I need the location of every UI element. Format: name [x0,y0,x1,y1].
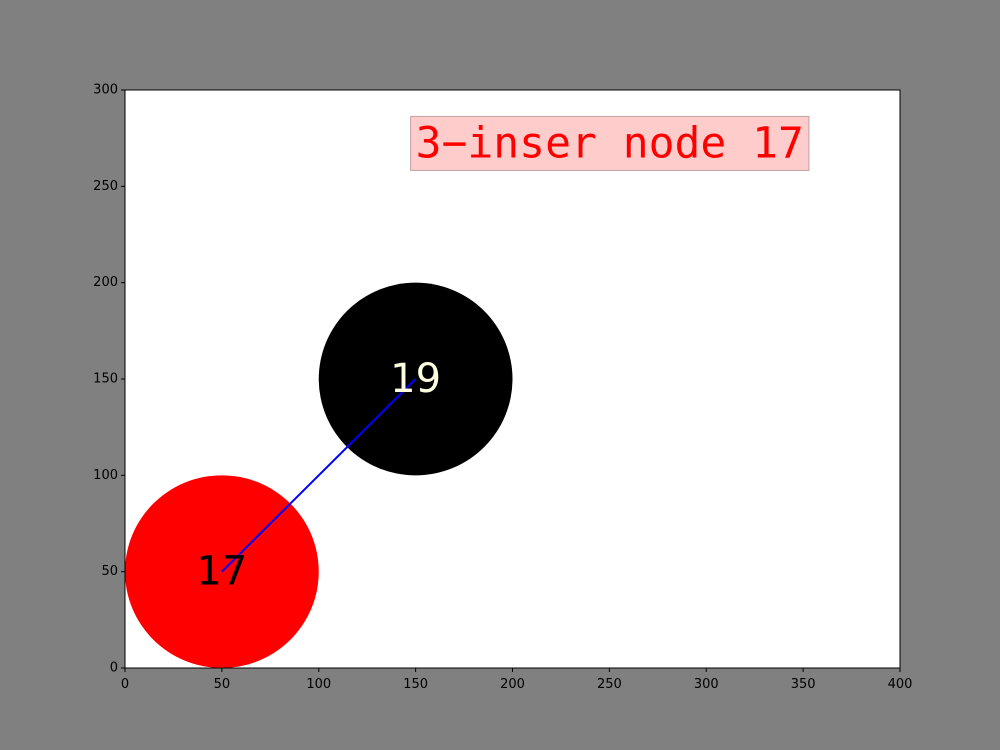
title-box [410,115,810,171]
edge-line [221,378,417,573]
x-tick-label: 150 [403,677,428,692]
y-tick-label: 50 [101,564,118,579]
node-19-label: 19 [390,356,441,402]
y-tick-label: 100 [93,468,118,483]
annotation-layer: 3−inser node 17 [410,115,810,171]
y-tick-label: 250 [93,179,118,194]
x-tick-label: 350 [791,677,816,692]
x-tick-label: 200 [500,677,525,692]
y-tick-label: 150 [93,372,118,387]
y-tick-label: 200 [93,275,118,290]
y-axis: 0 50 100 150 200 250 300 [93,83,125,676]
x-axis: 0 50 100 150 200 250 300 350 400 [121,668,913,692]
x-tick-label: 250 [597,677,622,692]
node-17-label: 17 [196,549,247,595]
x-tick-label: 100 [306,677,331,692]
x-tick-label: 300 [694,677,719,692]
x-tick-label: 0 [121,677,129,692]
x-tick-label: 400 [888,677,913,692]
y-tick-label: 300 [93,83,118,98]
annotation-title: 3−inser node 17 [416,118,804,168]
x-tick-label: 50 [214,677,231,692]
y-tick-label: 0 [110,661,118,676]
edges-layer [221,378,417,573]
axes: 17 19 3−inser node 17 0 50 100 150 200 250 300 350… [93,83,912,693]
